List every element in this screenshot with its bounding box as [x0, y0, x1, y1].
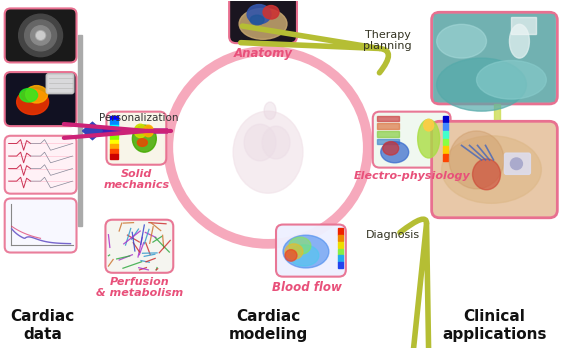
Bar	[443, 154, 448, 161]
Bar	[338, 242, 343, 248]
Bar	[443, 147, 448, 153]
Bar	[78, 35, 83, 226]
Ellipse shape	[20, 88, 37, 102]
Bar	[110, 154, 118, 159]
Ellipse shape	[436, 24, 487, 58]
Ellipse shape	[233, 111, 303, 193]
Ellipse shape	[283, 235, 329, 268]
Bar	[110, 135, 118, 140]
Ellipse shape	[264, 102, 276, 119]
Ellipse shape	[250, 15, 264, 25]
FancyBboxPatch shape	[229, 0, 297, 43]
Bar	[110, 120, 118, 125]
Ellipse shape	[477, 61, 546, 99]
Ellipse shape	[418, 119, 440, 158]
Circle shape	[25, 20, 57, 51]
Bar	[110, 125, 118, 130]
Text: Personalization: Personalization	[98, 113, 178, 123]
FancyBboxPatch shape	[105, 220, 173, 273]
FancyBboxPatch shape	[5, 72, 76, 126]
Circle shape	[37, 32, 45, 39]
Bar	[110, 149, 118, 154]
FancyBboxPatch shape	[373, 112, 451, 168]
Ellipse shape	[263, 6, 279, 19]
Ellipse shape	[138, 139, 147, 147]
Ellipse shape	[247, 5, 271, 24]
Bar	[443, 123, 448, 130]
Text: Solid
mechanics: Solid mechanics	[104, 168, 169, 190]
Text: Clinical
applications: Clinical applications	[442, 309, 547, 342]
Text: Blood flow: Blood flow	[272, 280, 342, 293]
Ellipse shape	[441, 136, 541, 203]
Bar	[377, 139, 398, 144]
Bar	[110, 130, 118, 135]
Bar	[338, 255, 343, 262]
FancyBboxPatch shape	[106, 112, 166, 165]
Circle shape	[31, 26, 50, 45]
Bar	[434, 14, 555, 102]
Bar	[512, 17, 537, 34]
FancyBboxPatch shape	[432, 12, 558, 104]
Text: Perfusion
& metabolism: Perfusion & metabolism	[96, 277, 183, 298]
Ellipse shape	[285, 244, 303, 259]
Bar	[377, 131, 398, 137]
Bar	[443, 131, 448, 138]
Ellipse shape	[289, 237, 311, 254]
Ellipse shape	[285, 250, 297, 261]
Ellipse shape	[436, 58, 526, 111]
Bar	[110, 116, 118, 120]
Ellipse shape	[16, 89, 49, 114]
FancyBboxPatch shape	[5, 136, 76, 194]
FancyBboxPatch shape	[46, 74, 74, 93]
Circle shape	[19, 14, 62, 57]
Bar	[338, 235, 343, 242]
FancyBboxPatch shape	[504, 153, 530, 174]
Bar	[443, 116, 448, 122]
Ellipse shape	[244, 124, 276, 161]
Bar	[110, 144, 118, 149]
Bar	[110, 140, 118, 144]
Ellipse shape	[289, 245, 319, 266]
Bar	[443, 139, 448, 145]
Ellipse shape	[509, 24, 529, 58]
Ellipse shape	[25, 86, 48, 103]
Bar	[377, 116, 398, 121]
Bar	[338, 228, 343, 235]
Circle shape	[36, 31, 46, 40]
Circle shape	[511, 158, 522, 169]
Ellipse shape	[262, 126, 290, 159]
Ellipse shape	[132, 125, 156, 152]
FancyBboxPatch shape	[276, 224, 346, 277]
Ellipse shape	[143, 125, 153, 137]
Polygon shape	[83, 122, 102, 140]
Ellipse shape	[383, 142, 398, 155]
Text: Cardiac
modeling: Cardiac modeling	[229, 309, 308, 342]
FancyBboxPatch shape	[5, 8, 76, 62]
Bar	[338, 262, 343, 268]
Ellipse shape	[381, 142, 409, 163]
Bar	[377, 123, 398, 129]
FancyBboxPatch shape	[432, 121, 558, 218]
Bar	[338, 249, 343, 255]
Bar	[495, 104, 500, 121]
Text: Cardiac
data: Cardiac data	[10, 309, 75, 342]
Ellipse shape	[424, 119, 434, 131]
Ellipse shape	[473, 159, 500, 190]
Ellipse shape	[134, 124, 147, 138]
FancyBboxPatch shape	[5, 198, 76, 253]
Ellipse shape	[239, 8, 287, 39]
Text: Anatomy: Anatomy	[234, 47, 293, 60]
Text: Electro-physiology: Electro-physiology	[353, 172, 470, 181]
Text: Therapy
planning: Therapy planning	[363, 30, 412, 51]
Ellipse shape	[449, 131, 504, 189]
Text: Diagnosis: Diagnosis	[366, 230, 420, 240]
